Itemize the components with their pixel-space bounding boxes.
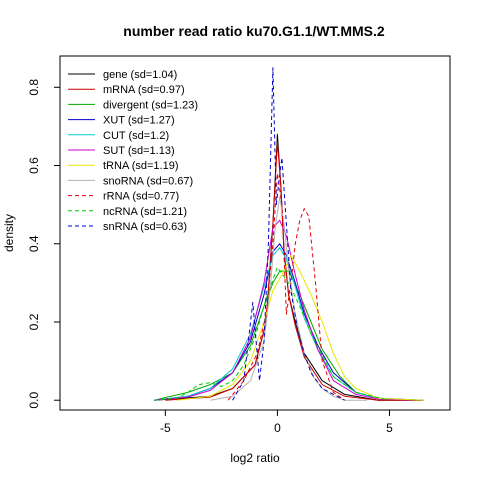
y-tick-label: 0.8 — [27, 79, 41, 96]
legend: gene (sd=1.04) mRNA (sd=0.97) divergent (s… — [68, 69, 198, 233]
legend-label-8: snoRNA (sd=0.67) — [103, 175, 193, 187]
series-line-9 — [227, 172, 345, 401]
series-line-10 — [154, 266, 390, 401]
series-lines — [153, 67, 424, 401]
legend-label-3: divergent (sd=1.23) — [103, 99, 198, 111]
y-tick-label: 0.6 — [27, 157, 41, 174]
series-line-6 — [154, 219, 424, 401]
legend-label-10: ncRNA (sd=1.21) — [103, 206, 187, 218]
legend-label-9: rRNA (sd=0.77) — [103, 191, 179, 203]
x-tick-label: 0 — [274, 421, 281, 435]
y-axis: 0.0 0.2 0.4 0.6 0.8 — [27, 79, 61, 409]
y-tick-label: 0.2 — [27, 313, 41, 330]
x-tick-label: 5 — [386, 421, 393, 435]
y-tick-label: 0.0 — [27, 392, 41, 409]
y-axis-label: density — [2, 214, 16, 252]
series-line-4 — [154, 243, 424, 401]
legend-label-6: SUT (sd=1.13) — [103, 145, 175, 157]
x-tick-label: -5 — [160, 421, 171, 435]
legend-label-1: gene (sd=1.04) — [103, 69, 177, 81]
x-axis-label: log2 ratio — [230, 451, 280, 465]
series-line-7 — [176, 255, 424, 401]
series-line-8 — [210, 196, 368, 401]
legend-label-5: CUT (sd=1.2) — [103, 130, 169, 142]
legend-label-4: XUT (sd=1.27) — [103, 115, 175, 127]
chart-title: number read ratio ku70.G1.1/WT.MMS.2 — [123, 23, 385, 39]
legend-label-7: tRNA (sd=1.19) — [103, 160, 179, 172]
x-axis: -5 0 5 — [160, 409, 393, 435]
legend-label-11: snRNA (sd=0.63) — [103, 221, 187, 233]
y-tick-label: 0.4 — [27, 235, 41, 252]
legend-label-2: mRNA (sd=0.97) — [103, 84, 185, 96]
